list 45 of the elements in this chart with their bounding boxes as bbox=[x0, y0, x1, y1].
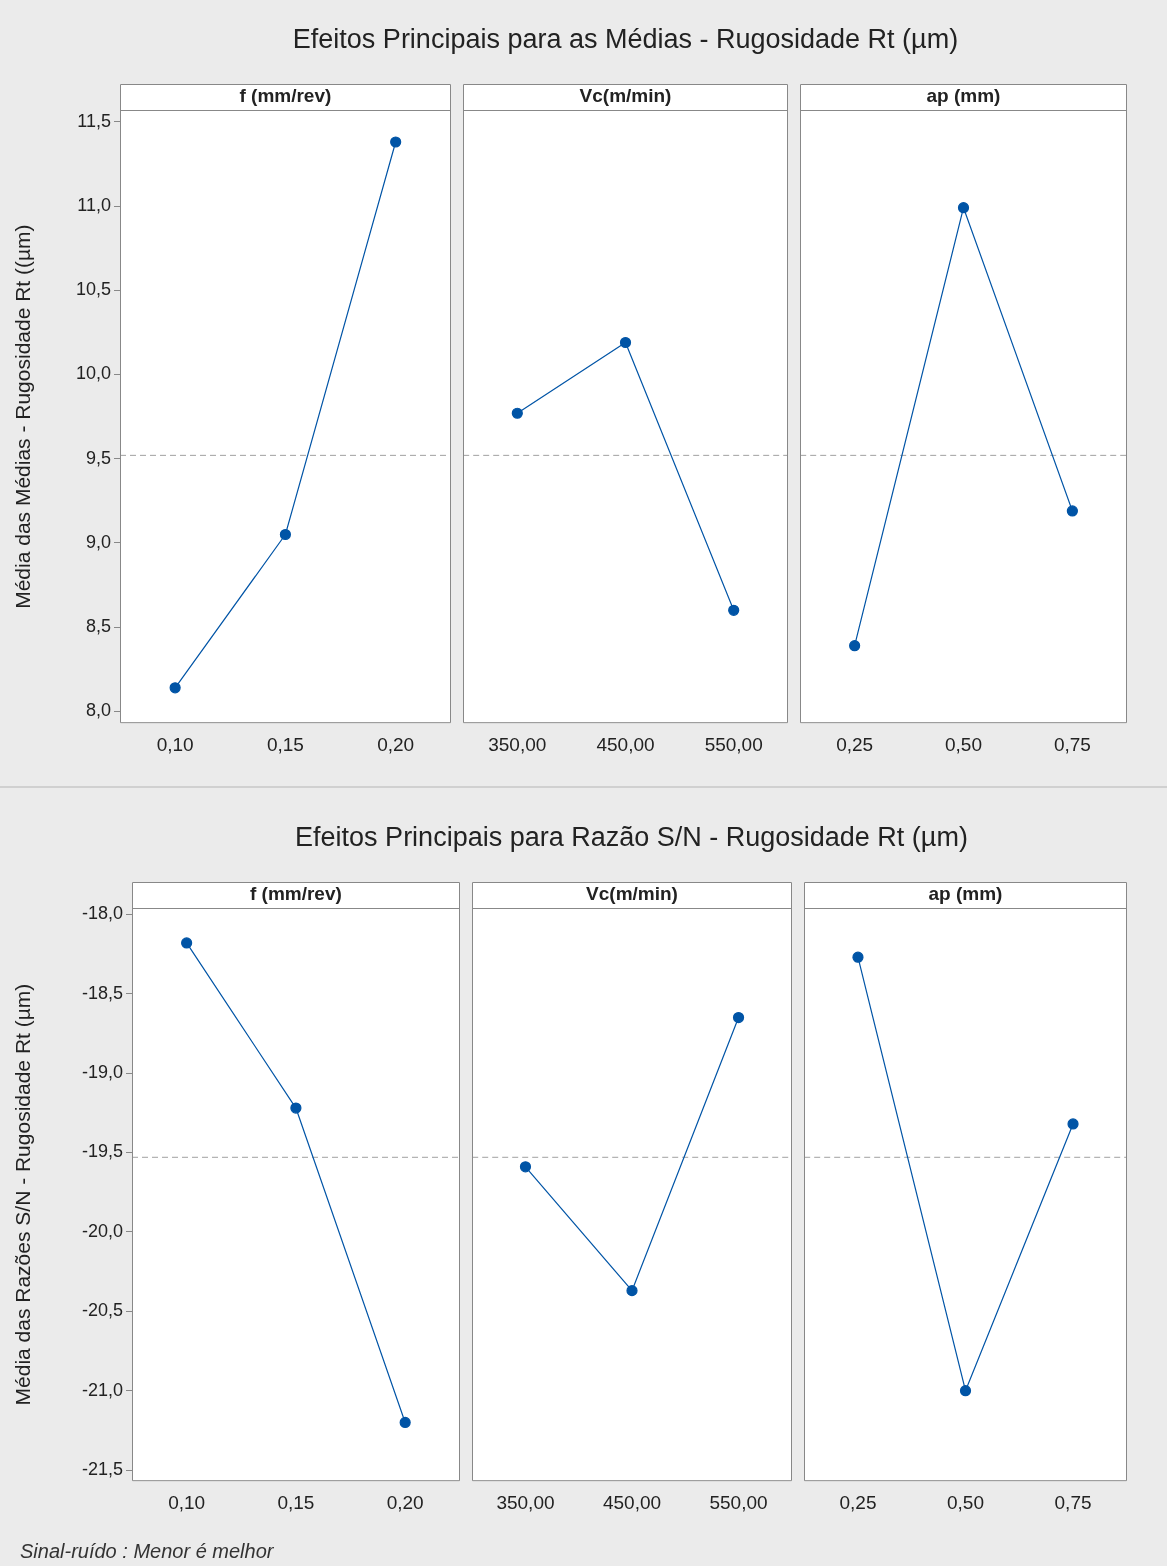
chart-subtitle: f (mm/rev) bbox=[249, 883, 342, 905]
x-tick-label: 0,25 bbox=[836, 733, 874, 755]
y-tick-label: 11,5 bbox=[77, 110, 111, 131]
x-tick-label: 0,50 bbox=[945, 733, 982, 755]
y-tick-label: 8,0 bbox=[85, 700, 111, 721]
x-tick-label: 0,50 bbox=[947, 1491, 984, 1513]
y-axis-title: Média das Médias - Rugosidade Rt ((µm) bbox=[11, 224, 35, 609]
x-tick-label: 450,00 bbox=[602, 1491, 662, 1513]
y-axis-title: Média das Razões S/N - Rugosidade Rt (µm) bbox=[11, 983, 35, 1406]
x-tick-label: 450,00 bbox=[596, 733, 655, 755]
chart-subtitle: Vc(m/min) bbox=[579, 85, 672, 107]
x-tick-label: 0,75 bbox=[1053, 733, 1091, 755]
x-tick-label: 0,10 bbox=[168, 1491, 206, 1513]
y-tick-label: -18,0 bbox=[81, 903, 123, 924]
text: Sinal-ruído : Menor é melhor bbox=[20, 1540, 274, 1563]
x-tick-label: 350,00 bbox=[488, 733, 547, 755]
y-tick-label: 10,5 bbox=[75, 279, 111, 300]
x-tick-label: 0,25 bbox=[839, 1491, 877, 1513]
y-tick-label: -20,0 bbox=[81, 1220, 123, 1241]
y-tick-label: -21,0 bbox=[81, 1379, 123, 1400]
y-tick-label: 10,0 bbox=[75, 363, 111, 384]
y-tick-label: 9,5 bbox=[85, 447, 111, 468]
y-tick-label: -21,5 bbox=[81, 1459, 123, 1480]
y-tick-label: -18,5 bbox=[81, 982, 123, 1003]
y-tick-label: -20,5 bbox=[81, 1300, 123, 1321]
chart-subtitle: ap (mm) bbox=[926, 85, 1001, 107]
chart-subtitle: Vc(m/min) bbox=[586, 883, 678, 905]
y-tick-label: 9,0 bbox=[85, 531, 111, 552]
text: Efeitos Principais para Razão S/N - Rugosidade Rt (µm) bbox=[294, 822, 969, 853]
x-tick-label: 350,00 bbox=[496, 1491, 555, 1513]
y-tick-label: -19,5 bbox=[81, 1141, 123, 1162]
chart-subtitle: ap (mm) bbox=[928, 883, 1003, 905]
x-tick-label: 0,75 bbox=[1054, 1491, 1092, 1513]
x-tick-label: 550,00 bbox=[704, 733, 763, 755]
x-tick-label: 0,15 bbox=[266, 733, 304, 755]
x-tick-label: 0,10 bbox=[156, 733, 194, 755]
x-tick-label: 550,00 bbox=[709, 1491, 768, 1513]
x-tick-label: 0,20 bbox=[386, 1491, 424, 1513]
text: Efeitos Principais para as Médias - Rugosidade Rt (µm) bbox=[291, 24, 960, 55]
x-tick-label: 0,15 bbox=[277, 1491, 315, 1513]
x-tick-label: 0,20 bbox=[377, 733, 415, 755]
y-tick-label: -19,0 bbox=[81, 1062, 123, 1083]
y-tick-label: 11,0 bbox=[77, 194, 111, 215]
chart-subtitle: f (mm/rev) bbox=[239, 85, 332, 107]
y-tick-label: 8,5 bbox=[85, 616, 111, 637]
